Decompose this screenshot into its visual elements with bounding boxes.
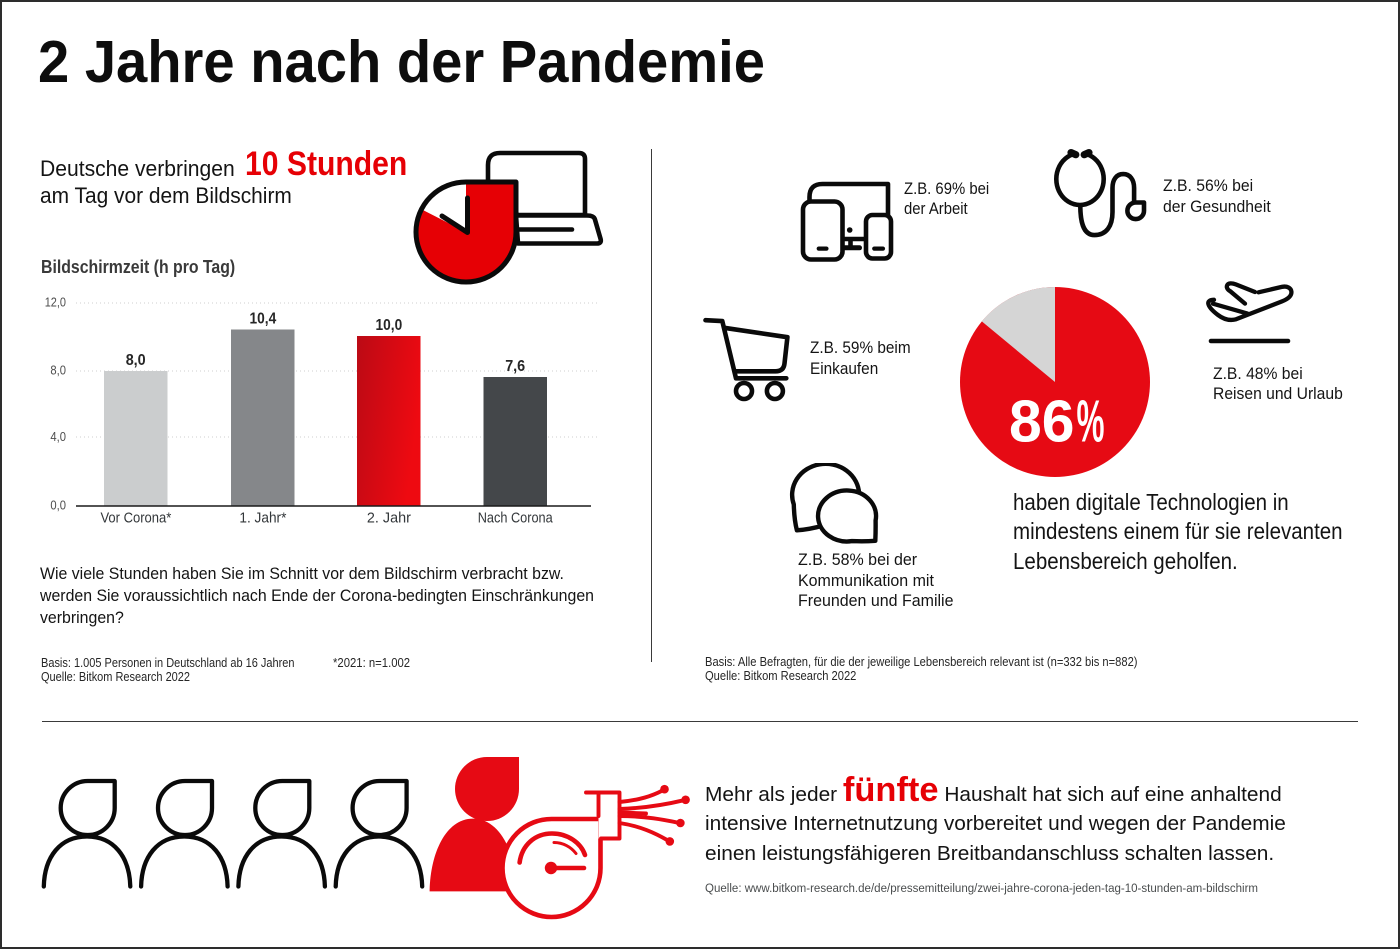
svg-text:86: 86 xyxy=(1009,388,1075,455)
svg-text:10,4: 10,4 xyxy=(250,310,277,327)
svg-text:Nach Corona: Nach Corona xyxy=(478,509,554,526)
svg-text:7,6: 7,6 xyxy=(505,358,525,375)
svg-text:8,0: 8,0 xyxy=(126,352,146,369)
svg-text:%: % xyxy=(1077,388,1105,455)
svg-text:2. Jahr: 2. Jahr xyxy=(367,509,411,526)
svg-text:10,0: 10,0 xyxy=(376,317,403,334)
svg-text:0,0: 0,0 xyxy=(50,498,66,513)
svg-text:1. Jahr*: 1. Jahr* xyxy=(239,509,286,526)
svg-text:8,0: 8,0 xyxy=(50,363,66,378)
svg-text:12,0: 12,0 xyxy=(45,295,66,310)
svg-text:Vor Corona*: Vor Corona* xyxy=(100,509,171,526)
svg-text:4,0: 4,0 xyxy=(50,429,66,444)
